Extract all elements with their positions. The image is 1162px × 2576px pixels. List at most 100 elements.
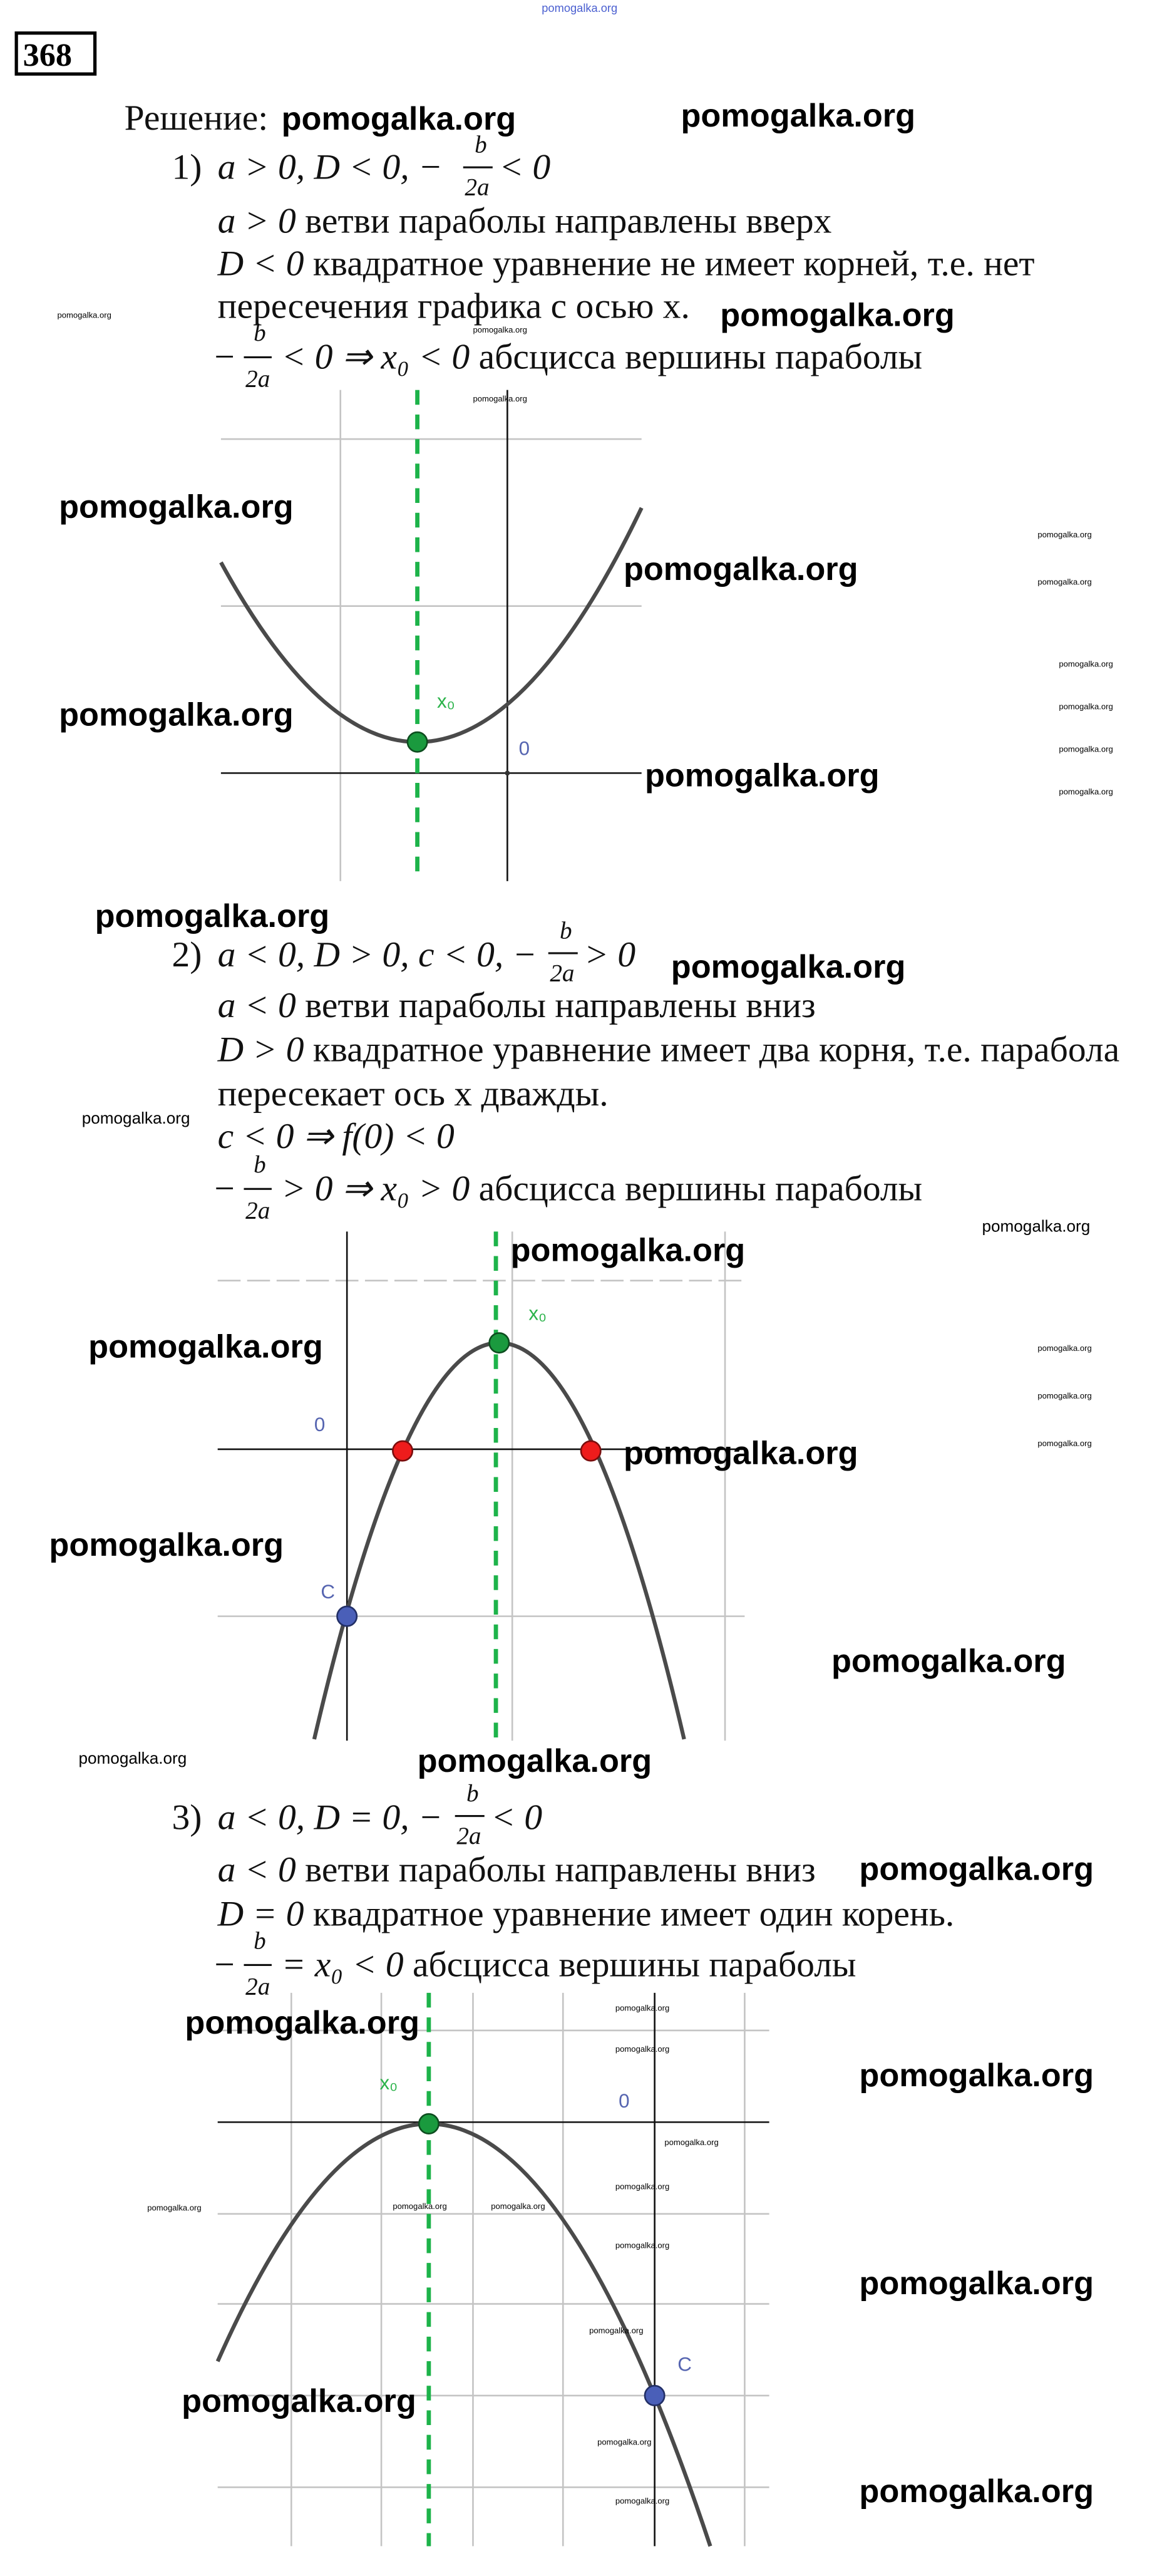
watermark: pomogalka.org	[473, 325, 527, 334]
svg-text:2a: 2a	[245, 365, 270, 392]
condition-end: < 0	[499, 147, 550, 187]
watermark: pomogalka.org	[88, 1329, 323, 1365]
graph-3: x₀ 0 C	[215, 1992, 769, 2547]
watermark: pomogalka.org	[859, 1851, 1094, 1887]
svg-text:2a: 2a	[456, 1823, 481, 1849]
watermark: pomogalka.org	[418, 1743, 652, 1779]
header-watermark: pomogalka.org	[542, 1, 617, 14]
solution-label: Решение:	[125, 98, 269, 138]
watermark: pomogalka.org	[82, 1109, 190, 1127]
watermark: pomogalka.org	[645, 757, 880, 794]
watermark: pomogalka.org	[1059, 701, 1113, 711]
origin-label: 0	[619, 2090, 629, 2112]
svg-text:b: b	[466, 1780, 479, 1807]
vertex-line: − b 2a > 0 ⇒ x₀ > 0 абсцисса вершины пар…	[214, 1151, 922, 1224]
explanation-line: D < 0 квадратное уравнение не имеет корн…	[217, 244, 1035, 284]
svg-text:< 0 ⇒ x₀ < 0 абсцисса вершины: < 0 ⇒ x₀ < 0 абсцисса вершины параболы	[282, 338, 923, 377]
watermarks: pomogalka.org pomogalka.org pomogalka.or…	[49, 98, 1113, 2510]
watermark: pomogalka.org	[720, 297, 955, 334]
explanation-line: пересекает ось x дважды.	[218, 1074, 609, 1114]
watermark: pomogalka.org	[78, 1749, 187, 1767]
watermark: pomogalka.org	[1037, 1439, 1091, 1448]
origin-label: 0	[519, 738, 530, 760]
item-3: 3) a < 0, D = 0, − b 2a < 0 a < 0 ветви …	[172, 1780, 954, 2000]
watermark: pomogalka.org	[664, 2138, 718, 2147]
condition-end: > 0	[584, 935, 635, 975]
vertex-line: − b 2a < 0 ⇒ x₀ < 0 абсцисса вершины пар…	[214, 319, 922, 392]
watermark: pomogalka.org	[511, 1232, 746, 1268]
fraction: b 2a	[455, 1780, 485, 1849]
intercept-label: C	[677, 2354, 692, 2376]
watermark: pomogalka.org	[859, 2057, 1094, 2094]
explanation-line: пересечения графика с осью x.	[218, 287, 690, 326]
graph-1: x₀ 0	[219, 390, 644, 881]
fraction-denominator: 2a	[465, 174, 489, 201]
root-point	[580, 1440, 602, 1462]
explanation-line: D = 0 квадратное уравнение имеет один ко…	[217, 1895, 955, 1934]
watermark: pomogalka.org	[49, 1527, 284, 1563]
watermark: pomogalka.org	[1037, 577, 1091, 587]
fraction: b 2a	[463, 132, 493, 201]
watermark: pomogalka.org	[615, 2004, 669, 2013]
problem-number-box: 368	[14, 31, 97, 76]
watermark: pomogalka.org	[859, 2265, 1094, 2302]
svg-text:> 0 ⇒ x₀ > 0 абсцисса вершины: > 0 ⇒ x₀ > 0 абсцисса вершины параболы	[282, 1169, 923, 1209]
watermark: pomogalka.org	[1059, 787, 1113, 796]
svg-text:−: −	[214, 1945, 234, 1985]
item-number: 1)	[172, 147, 202, 187]
vertex-point	[488, 1332, 510, 1354]
watermark: pomogalka.org	[615, 2241, 669, 2250]
svg-text:b: b	[254, 1151, 266, 1178]
watermark: pomogalka.org	[671, 949, 906, 985]
vertex-point	[406, 731, 428, 753]
intercept-label: C	[321, 1581, 335, 1603]
watermark: pomogalka.org	[1037, 1391, 1091, 1400]
explanation-line: a > 0 ветви параболы направлены вверх	[218, 202, 832, 241]
watermark: pomogalka.org	[615, 2496, 669, 2505]
intercept-point	[336, 1605, 358, 1627]
watermark: pomogalka.org	[831, 1643, 1066, 1680]
svg-text:2a: 2a	[245, 1197, 270, 1224]
watermark: pomogalka.org	[95, 898, 330, 934]
intercept-point	[644, 2384, 666, 2406]
item-number: 3)	[172, 1798, 202, 1837]
explanation-line: D > 0 квадратное уравнение имеет два кор…	[217, 1030, 1119, 1069]
watermark: pomogalka.org	[624, 551, 858, 587]
problem-number: 368	[23, 37, 72, 73]
item-2: 2) a < 0, D > 0, c < 0, − b 2a > 0 a < 0…	[172, 917, 1119, 1224]
watermark: pomogalka.org	[185, 2005, 419, 2041]
watermark: pomogalka.org	[491, 2201, 545, 2211]
vertex-label: x₀	[437, 690, 455, 712]
vertex-label: x₀	[528, 1302, 547, 1324]
svg-text:−: −	[214, 338, 234, 377]
parabola	[219, 507, 644, 744]
svg-text:2a: 2a	[245, 1973, 270, 2000]
watermark: pomogalka.org	[182, 2383, 416, 2419]
item-1: 1) a > 0, D < 0, − b 2a < 0 a > 0 ветви …	[172, 132, 1034, 393]
watermark: pomogalka.org	[393, 2201, 446, 2211]
explanation-line: a < 0 ветви параболы направлены вниз	[218, 986, 816, 1025]
watermark: pomogalka.org	[615, 2044, 669, 2054]
svg-text:= x₀ < 0 абсцисса вершины пара: = x₀ < 0 абсцисса вершины параболы	[282, 1945, 856, 1985]
watermark: pomogalka.org	[1037, 530, 1091, 539]
parabola	[215, 2121, 712, 2547]
item-number: 2)	[172, 935, 202, 975]
watermark: pomogalka.org	[57, 311, 111, 320]
watermark: pomogalka.org	[681, 98, 915, 134]
vertex-label: x₀	[379, 2072, 398, 2094]
watermark: pomogalka.org	[59, 697, 294, 733]
watermark: pomogalka.org	[1037, 1343, 1091, 1353]
fraction-numerator: b	[475, 132, 487, 158]
watermark: pomogalka.org	[624, 1435, 858, 1472]
condition-end: < 0	[491, 1798, 542, 1837]
watermark: pomogalka.org	[282, 101, 517, 137]
condition: a < 0, D = 0, −	[218, 1798, 443, 1837]
graph-2: x₀ 0 C	[217, 1231, 745, 1741]
svg-text:b: b	[254, 319, 266, 346]
watermark: pomogalka.org	[597, 2437, 651, 2446]
svg-text:b: b	[560, 917, 572, 944]
vertex-line: − b 2a = x₀ < 0 абсцисса вершины парабол…	[214, 1927, 856, 2000]
explanation-line: c < 0 ⇒ f(0) < 0	[218, 1117, 455, 1156]
svg-text:−: −	[214, 1169, 234, 1209]
